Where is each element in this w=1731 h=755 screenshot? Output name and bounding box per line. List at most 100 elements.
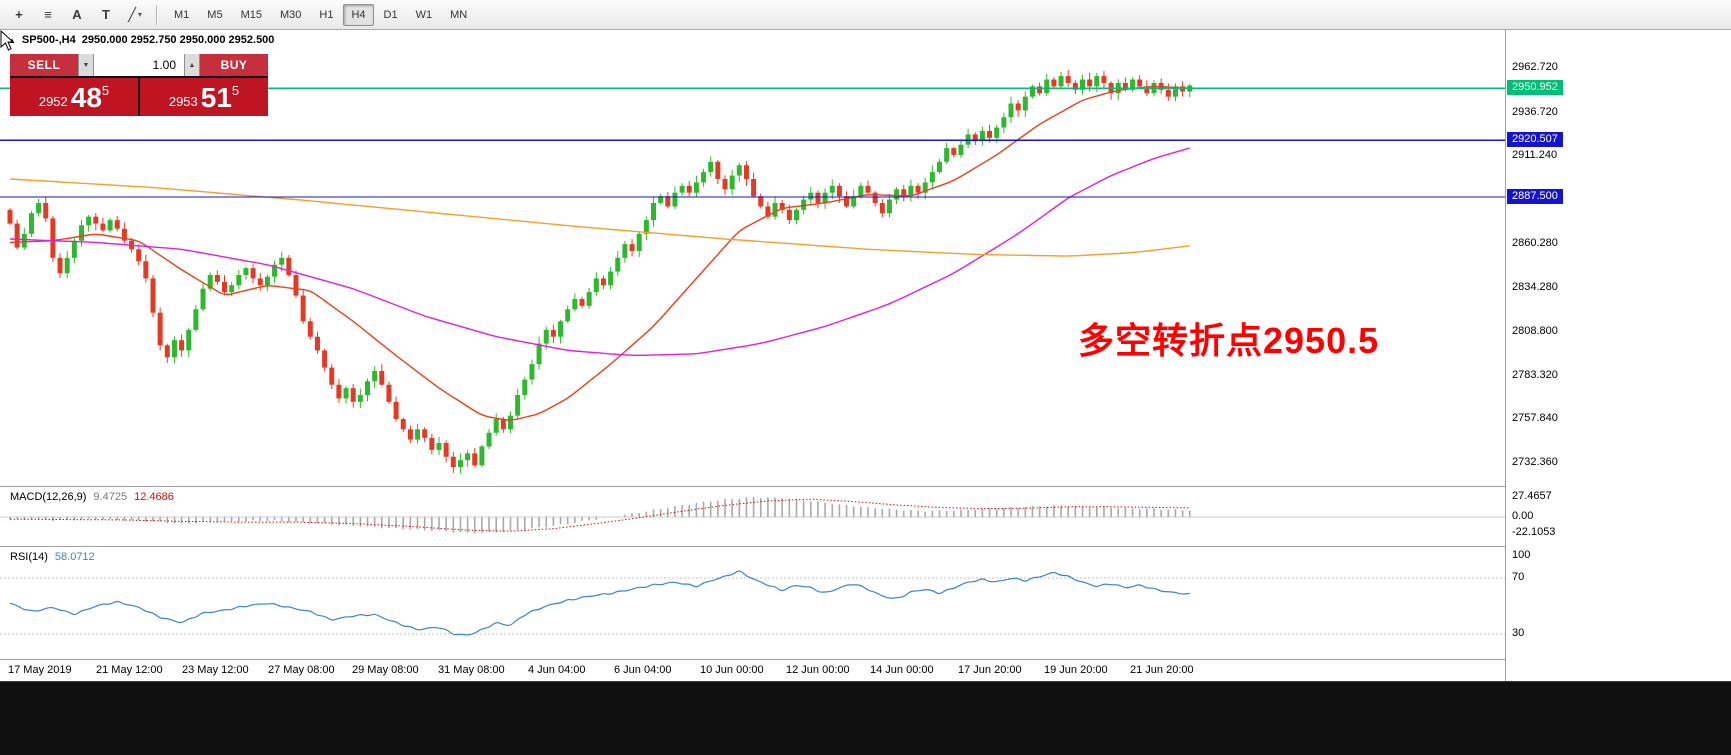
toolbar: + ≡ A T ╱ ▾ M1 M5 M15 M30 H1 H4 D1 W1 MN xyxy=(0,0,1731,30)
bottom-dark-strip xyxy=(0,681,1731,755)
buy-price-box[interactable]: 2953 51 5 xyxy=(140,78,268,116)
timeframe-w1[interactable]: W1 xyxy=(415,8,433,21)
macd-scale-tick: -22.1053 xyxy=(1512,526,1556,539)
time-axis-label: 19 Jun 20:00 xyxy=(1044,664,1108,676)
chart-area[interactable]: ▲ SP500-,H4 2950.000 2952.750 2950.000 2… xyxy=(0,30,1731,681)
time-axis-label: 27 May 08:00 xyxy=(268,664,335,676)
ohlc-values: 2950.000 2952.750 2950.000 2952.500 xyxy=(81,34,275,46)
current-price-price-label: 2950.952 xyxy=(1507,80,1563,96)
price-tick: 2911.240 xyxy=(1512,149,1558,162)
panel-separator xyxy=(0,546,1731,547)
volume-increase-button[interactable]: ▲ xyxy=(184,54,200,76)
mid-ma-line xyxy=(9,147,1190,356)
buy-button[interactable]: BUY xyxy=(200,54,268,76)
symbol-marker-icon: ▲ xyxy=(8,35,16,45)
fast-ma-line xyxy=(9,85,1190,421)
volume-input[interactable] xyxy=(94,54,184,76)
macd-signal-value: 12.4686 xyxy=(134,491,174,503)
drawing-tools-group: + ≡ A T ╱ ▾ xyxy=(6,3,148,27)
timeframe-group: M1 M5 M15 M30 H1 H4 D1 W1 MN xyxy=(166,3,475,26)
buy-price-point: 5 xyxy=(231,83,240,98)
text-label-icon: A xyxy=(72,7,82,22)
timeframe-m5[interactable]: M5 xyxy=(207,8,223,21)
crosshair-icon: + xyxy=(15,7,23,22)
chart-annotation: 多空转折点2950.5 xyxy=(1078,320,1380,361)
rsi-scale-tick: 30 xyxy=(1512,627,1525,639)
timeframe-d1[interactable]: D1 xyxy=(383,8,398,21)
time-axis-label: 23 May 12:00 xyxy=(182,664,249,676)
rsi-label: RSI(14) 58.0712 xyxy=(10,551,102,563)
time-axis-label: 17 Jun 20:00 xyxy=(958,664,1022,676)
time-axis-label: 10 Jun 00:00 xyxy=(700,664,764,676)
price-tick: 2936.720 xyxy=(1512,105,1558,118)
time-axis-label: 6 Jun 04:00 xyxy=(614,664,672,676)
timeframe-h1[interactable]: H1 xyxy=(319,8,334,21)
trade-controls-row: SELL ▼ ▲ BUY xyxy=(10,54,268,76)
text-label-button[interactable]: A xyxy=(64,3,90,27)
rsi-title: RSI(14) xyxy=(10,551,48,563)
timeframe-m1[interactable]: M1 xyxy=(174,8,190,21)
time-axis-label: 14 Jun 00:00 xyxy=(870,664,934,676)
crosshair-button[interactable]: + xyxy=(6,3,32,27)
draw-lines-icon: ≡ xyxy=(44,7,52,22)
time-axis-label: 21 Jun 20:00 xyxy=(1130,664,1194,676)
trade-prices-row: 2952 48 5 2953 51 5 xyxy=(10,78,268,116)
line-studies-icon: ╱ xyxy=(128,6,136,22)
rsi-line xyxy=(9,570,1190,636)
timeframe-h4[interactable]: H4 xyxy=(343,3,374,26)
panel-separator xyxy=(0,486,1731,487)
price-tick: 2732.360 xyxy=(1512,455,1558,468)
panel-separator xyxy=(0,659,1731,660)
time-axis-label: 21 May 12:00 xyxy=(96,664,163,676)
support-price-label: 2887.500 xyxy=(1507,188,1563,204)
price-tick: 2808.800 xyxy=(1512,324,1558,337)
price-tick: 2962.720 xyxy=(1512,61,1558,73)
sell-price-box[interactable]: 2952 48 5 xyxy=(10,78,138,116)
text-frame-icon: T xyxy=(102,7,110,22)
toolbar-separator xyxy=(156,4,158,25)
sell-price-point: 5 xyxy=(101,83,110,98)
macd-title: MACD(12,26,9) xyxy=(10,491,87,503)
sell-price-integer: 2952 xyxy=(38,94,68,109)
macd-scale-tick: 27.4657 xyxy=(1512,489,1552,502)
chart-header: ▲ SP500-,H4 2950.000 2952.750 2950.000 2… xyxy=(8,34,274,46)
one-click-trade-panel: SELL ▼ ▲ BUY 2952 48 5 2953 51 5 xyxy=(10,54,268,116)
resistance-price-label: 2920.507 xyxy=(1507,132,1563,148)
line-studies-button[interactable]: ╱ ▾ xyxy=(122,3,148,27)
dropdown-caret-icon: ▾ xyxy=(137,10,142,19)
macd-label: MACD(12,26,9) 9.4725 12.4686 xyxy=(10,491,181,503)
price-tick: 2757.840 xyxy=(1512,412,1558,425)
time-axis-label: 29 May 08:00 xyxy=(352,664,419,676)
price-scale[interactable]: 2962.720 2936.720 2911.240 2860.280 2834.280… xyxy=(1505,30,1731,681)
timeframe-mn[interactable]: MN xyxy=(450,8,468,21)
time-axis-label: 12 Jun 00:00 xyxy=(786,664,850,676)
macd-signal-line xyxy=(9,498,1190,532)
sell-button[interactable]: SELL xyxy=(10,54,78,76)
buy-price-integer: 2953 xyxy=(168,94,198,109)
time-axis-label: 31 May 08:00 xyxy=(438,664,505,676)
buy-price-pips: 51 xyxy=(200,82,232,113)
macd-panel[interactable] xyxy=(0,487,1505,545)
rsi-scale-tick: 70 xyxy=(1512,571,1525,583)
price-tick: 2834.280 xyxy=(1512,281,1558,294)
time-axis-label: 17 May 2019 xyxy=(8,664,72,676)
slow-ma-line xyxy=(9,178,1190,257)
macd-value: 9.4725 xyxy=(93,491,128,503)
text-frame-button[interactable]: T xyxy=(93,3,119,27)
macd-histogram xyxy=(9,497,1191,534)
price-tick: 2783.320 xyxy=(1512,368,1558,381)
macd-scale-tick: 0.00 xyxy=(1512,510,1534,522)
timeframe-m30[interactable]: M30 xyxy=(279,8,302,21)
draw-lines-button[interactable]: ≡ xyxy=(35,3,61,27)
ma-lines-layer xyxy=(9,85,1190,421)
rsi-scale-tick: 100 xyxy=(1512,549,1531,561)
rsi-value: 58.0712 xyxy=(54,551,95,563)
volume-decrease-button[interactable]: ▼ xyxy=(78,54,94,76)
sell-price-pips: 48 xyxy=(70,82,102,113)
rsi-panel[interactable] xyxy=(0,547,1505,658)
time-axis[interactable]: 17 May 2019 21 May 12:00 23 May 12:00 27 Ma… xyxy=(0,660,1505,681)
mouse-cursor xyxy=(0,30,15,51)
time-axis-label: 4 Jun 04:00 xyxy=(528,664,586,676)
timeframe-m15[interactable]: M15 xyxy=(240,8,262,21)
